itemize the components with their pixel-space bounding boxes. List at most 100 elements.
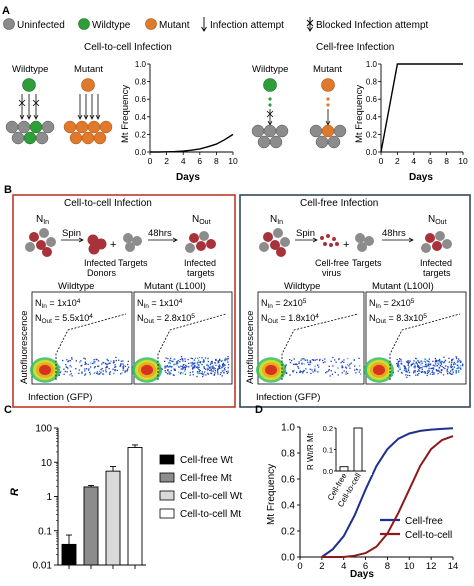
flow-dot — [219, 358, 221, 360]
flow-dot — [434, 361, 436, 363]
flow-dot — [315, 370, 317, 372]
flow-dot — [71, 375, 73, 377]
b-ctc-spin: Spin — [62, 228, 81, 239]
c-ytick-label: 0.1 — [38, 526, 52, 537]
flow-dot — [209, 363, 212, 366]
flow-dot — [337, 367, 339, 369]
flow-dot — [416, 374, 419, 376]
flow-dot — [122, 360, 124, 362]
flow-dot — [165, 367, 167, 369]
flow-dot — [447, 366, 449, 368]
flow-dot — [413, 372, 415, 374]
flow-dot — [459, 365, 462, 367]
flow-dot — [218, 365, 220, 367]
flow-dot — [198, 356, 201, 359]
flow-dot — [428, 363, 430, 365]
flow-dot — [75, 368, 77, 370]
a2-xtick-label: 10 — [458, 156, 468, 166]
flow-dot — [191, 364, 193, 366]
flow-dot — [197, 372, 199, 374]
flow-dot — [293, 369, 295, 372]
flow-dot — [223, 368, 226, 370]
flow-dot — [184, 373, 187, 375]
d-ytick-label: 1.0 — [281, 423, 295, 434]
flow-dot — [432, 373, 434, 375]
flow-dot — [332, 365, 334, 367]
flow-dot — [207, 373, 209, 375]
flow-dot — [108, 367, 110, 370]
flow-dot — [171, 360, 173, 362]
flow-dot — [423, 371, 425, 373]
b-ctc-infected-targets-2: targets — [187, 268, 215, 278]
flow-dot — [405, 374, 407, 376]
legend-blocked: Blocked Infection attempt — [316, 20, 429, 31]
flow-dot — [223, 363, 225, 366]
flow-dot — [194, 362, 196, 364]
flow-dot — [408, 360, 410, 362]
flow-dot — [415, 361, 417, 363]
a1-xtick-label: 8 — [214, 156, 219, 166]
flow-dot — [182, 364, 184, 366]
flow-dot — [84, 358, 86, 360]
flow-dot — [122, 367, 124, 369]
flow-dot — [213, 373, 216, 376]
flow-dot — [217, 360, 220, 362]
flow-dot — [324, 358, 326, 360]
d-xlabel: Days — [350, 569, 374, 580]
flow-dot — [338, 358, 340, 360]
flow-dot — [317, 366, 320, 368]
flow-dot — [93, 361, 95, 363]
flow-dot — [127, 368, 129, 370]
flow-dot — [120, 360, 122, 362]
flow-dot — [203, 361, 205, 363]
flow-dot — [416, 363, 418, 365]
flow-dot — [406, 361, 408, 363]
flow-dot — [204, 371, 206, 373]
flow-dot — [176, 364, 178, 366]
flow-dot — [81, 364, 83, 367]
flow-dot — [427, 360, 429, 362]
b-cf-mixed-cells — [259, 228, 290, 257]
b-cf-wildtype: Wildtype — [284, 281, 320, 292]
flow-dot — [65, 364, 67, 366]
flow-dot — [187, 358, 189, 361]
c-ytick-label: 0.01 — [33, 561, 53, 572]
flow-dot — [438, 360, 440, 362]
flow-dot — [317, 371, 319, 373]
flow-dot — [69, 370, 72, 372]
flow-dot — [421, 371, 423, 373]
flow-dot — [217, 368, 219, 370]
flow-dot — [438, 363, 440, 365]
flow-dot — [165, 357, 167, 359]
flow-dot — [459, 367, 462, 369]
flow-dot — [418, 369, 420, 371]
flow-dot — [404, 366, 406, 368]
d-xtick-label: 12 — [426, 561, 437, 572]
flow-dot — [93, 362, 95, 364]
flow-dot — [69, 365, 71, 367]
flow-dot — [345, 367, 348, 369]
flow-dot — [434, 363, 437, 365]
flow-dot — [421, 368, 423, 371]
a2-ytick-label: 1.0 — [366, 60, 378, 69]
flow-dot — [301, 363, 303, 365]
flow-dot — [196, 366, 198, 368]
flow-dot — [214, 370, 216, 372]
flow-dot — [349, 367, 351, 369]
flow-dot — [341, 367, 343, 369]
flow-dot — [337, 374, 339, 376]
flow-dot — [350, 362, 352, 364]
flow-dot — [328, 365, 330, 367]
flow-dot — [311, 369, 313, 371]
flow-dot — [174, 369, 176, 371]
flow-dot — [440, 372, 442, 374]
flow-dot — [198, 366, 200, 368]
flow-dot — [218, 361, 220, 363]
flow-dot — [96, 372, 98, 374]
flow-dot — [188, 366, 190, 368]
flow-dot — [226, 358, 228, 360]
flow-dot — [189, 374, 191, 376]
flow-dot — [227, 371, 229, 373]
flow-dot — [196, 375, 198, 378]
a-wt-blocked-arrows — [18, 94, 40, 120]
